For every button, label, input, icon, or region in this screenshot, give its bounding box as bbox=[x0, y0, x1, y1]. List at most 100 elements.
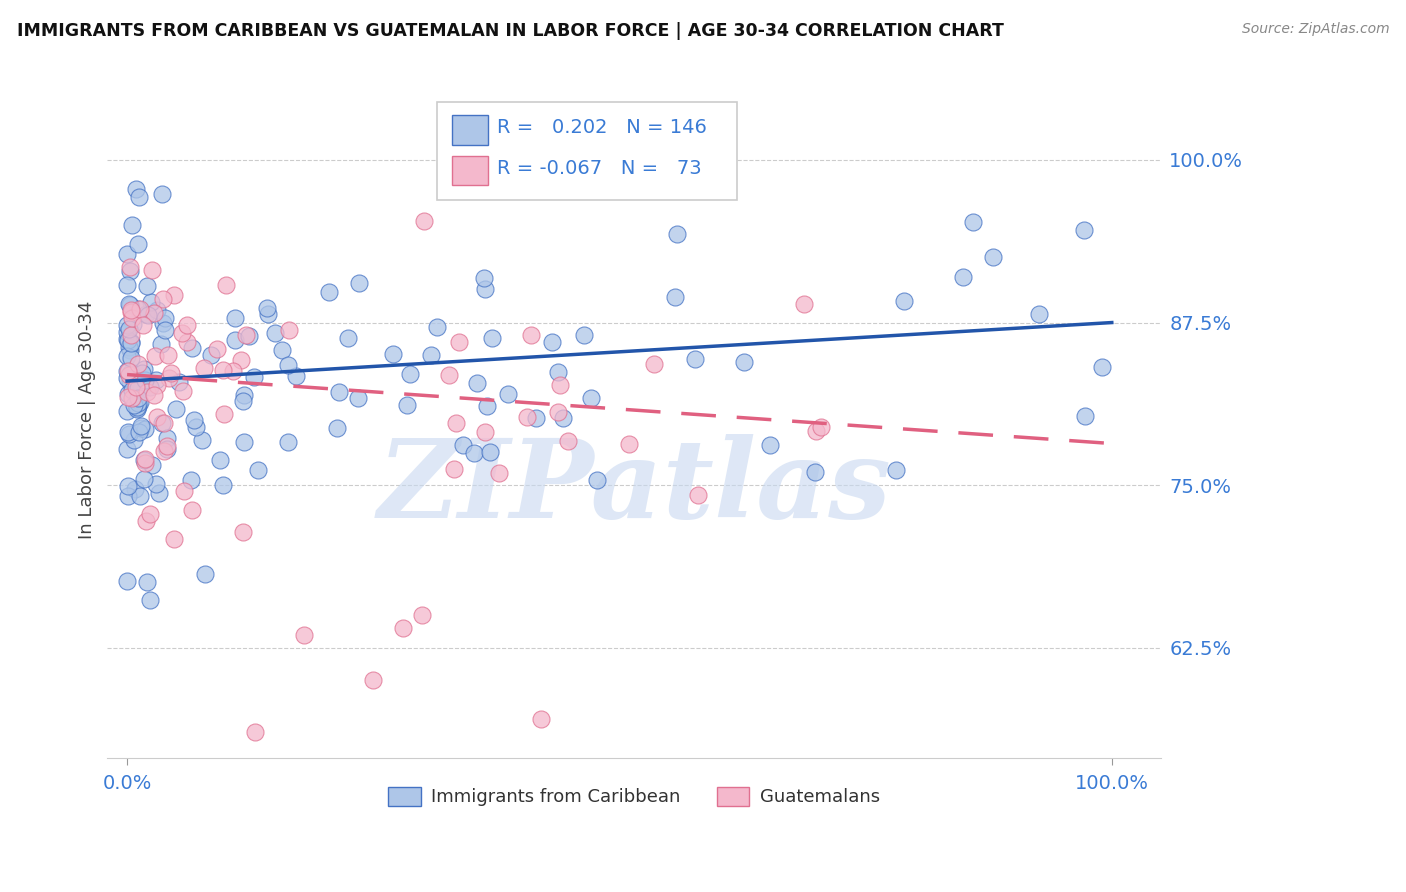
Point bbox=[156, 439, 179, 453]
Point bbox=[121, 311, 143, 326]
Point bbox=[148, 486, 170, 500]
FancyBboxPatch shape bbox=[437, 103, 738, 201]
Point bbox=[277, 358, 299, 372]
Point bbox=[347, 391, 370, 405]
Point bbox=[134, 451, 156, 466]
Point bbox=[163, 532, 186, 546]
Point bbox=[120, 365, 142, 379]
Point bbox=[120, 305, 142, 319]
Point bbox=[149, 337, 172, 351]
Text: ZIPatlas: ZIPatlas bbox=[377, 434, 891, 541]
Point bbox=[221, 364, 243, 378]
Point bbox=[733, 355, 755, 369]
Point bbox=[579, 391, 602, 405]
Point bbox=[152, 316, 174, 330]
Point bbox=[115, 404, 138, 418]
Point bbox=[153, 311, 176, 326]
Point bbox=[810, 420, 832, 434]
Point bbox=[127, 302, 149, 317]
Point bbox=[118, 368, 141, 382]
Point bbox=[139, 508, 162, 522]
Point bbox=[664, 290, 686, 304]
Point bbox=[127, 399, 149, 413]
Point bbox=[125, 401, 148, 415]
Point bbox=[156, 348, 179, 362]
Point bbox=[804, 465, 827, 479]
Point bbox=[398, 368, 420, 382]
Point bbox=[520, 328, 543, 343]
Point bbox=[553, 410, 575, 425]
Point bbox=[516, 409, 538, 424]
Text: IMMIGRANTS FROM CARIBBEAN VS GUATEMALAN IN LABOR FORCE | AGE 30-34 CORRELATION C: IMMIGRANTS FROM CARIBBEAN VS GUATEMALAN … bbox=[17, 22, 1004, 40]
Point bbox=[547, 404, 569, 418]
Point bbox=[463, 445, 485, 459]
Point bbox=[643, 357, 665, 371]
Point bbox=[134, 456, 156, 470]
Point bbox=[231, 353, 253, 368]
Point bbox=[243, 370, 266, 384]
Point bbox=[284, 369, 307, 384]
Point bbox=[128, 425, 150, 439]
Point bbox=[120, 375, 142, 389]
Point bbox=[184, 420, 207, 434]
Point bbox=[1028, 307, 1050, 321]
Point bbox=[121, 351, 143, 366]
Point bbox=[124, 482, 146, 496]
Point bbox=[132, 318, 155, 332]
Point bbox=[139, 380, 162, 394]
Point bbox=[170, 326, 193, 341]
Point bbox=[475, 399, 498, 413]
Point bbox=[117, 349, 139, 363]
Point bbox=[128, 489, 150, 503]
Point bbox=[141, 262, 163, 277]
Point bbox=[496, 387, 519, 401]
Point bbox=[134, 373, 156, 387]
Point bbox=[391, 621, 413, 635]
Point bbox=[557, 434, 579, 449]
Point bbox=[481, 331, 503, 345]
Point bbox=[413, 214, 436, 228]
Point bbox=[121, 383, 143, 397]
Point bbox=[131, 367, 153, 381]
Point bbox=[347, 276, 370, 290]
Point bbox=[134, 472, 156, 486]
Point bbox=[952, 269, 974, 284]
Point bbox=[115, 278, 138, 293]
Text: Source: ZipAtlas.com: Source: ZipAtlas.com bbox=[1241, 22, 1389, 37]
Point bbox=[129, 421, 152, 435]
Point bbox=[135, 574, 157, 589]
Point bbox=[163, 288, 186, 302]
Point bbox=[115, 442, 138, 456]
Point bbox=[146, 378, 169, 392]
Point bbox=[247, 463, 270, 477]
Point bbox=[125, 182, 148, 196]
Point bbox=[688, 488, 710, 502]
Point bbox=[318, 285, 340, 300]
Point bbox=[893, 293, 915, 308]
Point bbox=[212, 363, 235, 377]
Point bbox=[1073, 223, 1095, 237]
Point bbox=[451, 438, 474, 452]
Point bbox=[465, 376, 488, 390]
Point bbox=[617, 437, 640, 451]
Point bbox=[117, 297, 139, 311]
Point bbox=[232, 434, 254, 449]
Point bbox=[232, 388, 254, 402]
Point bbox=[127, 357, 149, 371]
Point bbox=[472, 271, 495, 285]
Point bbox=[152, 293, 174, 307]
Point bbox=[411, 608, 433, 623]
Point bbox=[541, 335, 564, 350]
Point bbox=[167, 376, 190, 390]
Point bbox=[200, 348, 222, 362]
Point bbox=[224, 311, 246, 326]
Point bbox=[117, 333, 139, 347]
Point bbox=[278, 323, 301, 337]
Point bbox=[181, 503, 204, 517]
Point bbox=[804, 425, 827, 439]
Point bbox=[1074, 409, 1097, 423]
Point bbox=[326, 421, 349, 435]
Point bbox=[115, 364, 138, 378]
Point bbox=[145, 476, 167, 491]
Point bbox=[172, 384, 194, 399]
